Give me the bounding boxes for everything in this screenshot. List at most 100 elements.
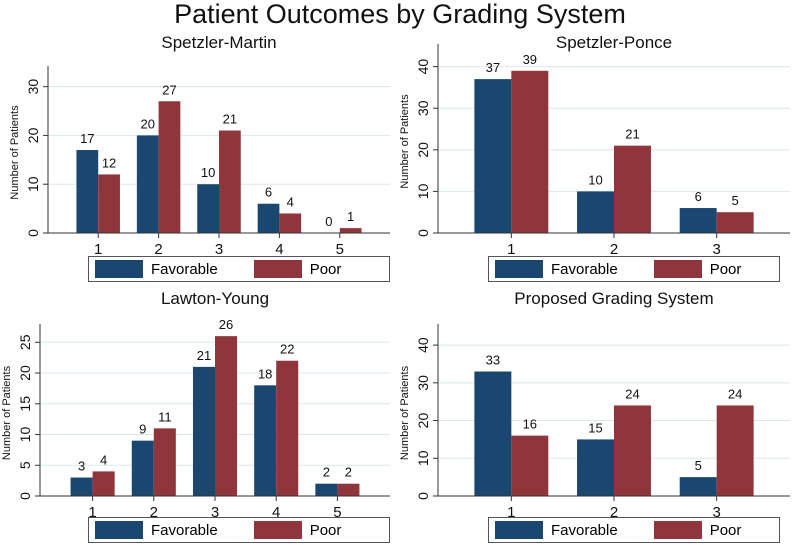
bar-favorable — [474, 371, 512, 496]
legend-swatch-favorable — [495, 260, 543, 278]
y-tick-label: 0 — [17, 492, 33, 500]
data-label: 9 — [139, 422, 146, 437]
data-label: 4 — [287, 194, 294, 209]
bar-poor — [279, 213, 302, 233]
x-tick-label: 3 — [211, 504, 219, 521]
bar-favorable — [577, 191, 614, 233]
data-label: 21 — [197, 348, 211, 363]
y-tick-label: 0 — [25, 229, 41, 237]
data-label: 20 — [140, 116, 154, 131]
legend-label: Poor — [709, 260, 742, 278]
x-tick-label: 1 — [94, 241, 102, 258]
data-label: 12 — [102, 155, 116, 170]
bar-poor — [614, 145, 651, 233]
y-axis-label: Number of Patients — [399, 94, 411, 189]
legend: Favorable Poor — [488, 517, 780, 543]
data-label: 24 — [625, 386, 639, 401]
legend-swatch-favorable — [495, 521, 543, 539]
panel-title: Spetzler-Ponce — [556, 33, 672, 52]
x-tick-label: 1 — [507, 241, 515, 258]
data-label: 15 — [588, 420, 602, 435]
data-label: 18 — [258, 366, 272, 381]
data-label: 21 — [625, 127, 639, 142]
data-label: 37 — [486, 60, 500, 75]
x-tick-label: 4 — [272, 504, 280, 521]
bar-favorable — [76, 150, 99, 233]
legend-swatch-poor — [253, 260, 302, 278]
y-tick-label: 10 — [17, 427, 33, 443]
y-tick-label: 20 — [25, 127, 41, 143]
y-tick-label: 20 — [415, 142, 431, 158]
data-label: 26 — [219, 317, 233, 332]
panel-title: Spetzler-Martin — [161, 33, 276, 52]
data-label: 10 — [201, 165, 215, 180]
panel-title: Proposed Grading System — [514, 289, 713, 308]
x-tick-label: 2 — [150, 504, 158, 521]
bar-poor — [92, 471, 115, 496]
bar-favorable — [577, 439, 614, 496]
y-axis-label: Number of Patients — [399, 365, 411, 460]
bar-favorable — [679, 208, 717, 233]
data-label: 17 — [80, 131, 94, 146]
y-axis-label: Number of Patients — [9, 105, 21, 200]
bar-poor — [614, 405, 651, 496]
chart-title: Patient Outcomes by Grading System — [174, 0, 626, 29]
x-tick-label: 2 — [610, 241, 618, 258]
y-tick-label: 30 — [25, 79, 41, 95]
bar-favorable — [131, 440, 154, 496]
legend-swatch-poor — [653, 521, 702, 539]
y-tick-label: 20 — [17, 365, 33, 381]
legend-swatch-poor — [253, 521, 302, 539]
data-label: 2 — [323, 465, 330, 480]
y-tick-label: 30 — [415, 100, 431, 116]
bar-poor — [339, 228, 362, 233]
bar-poor — [511, 70, 549, 233]
bar-poor — [716, 212, 754, 233]
bar-poor — [276, 360, 299, 496]
y-tick-label: 0 — [415, 229, 431, 237]
data-label: 21 — [223, 112, 237, 127]
data-label: 5 — [695, 458, 702, 473]
bar-favorable — [192, 366, 215, 496]
y-tick-label: 30 — [415, 375, 431, 391]
data-label: 22 — [280, 342, 294, 357]
legend: Favorable Poor — [88, 517, 390, 543]
legend-swatch-poor — [653, 260, 702, 278]
legend-label: Favorable — [151, 521, 218, 539]
x-tick-label: 2 — [610, 504, 618, 521]
bar-poor — [153, 428, 176, 496]
bar-favorable — [197, 184, 219, 233]
x-tick-label: 3 — [712, 504, 720, 521]
legend-label: Poor — [709, 521, 742, 539]
bar-poor — [219, 130, 241, 233]
bar-favorable — [679, 477, 717, 496]
bar-poor — [511, 435, 549, 496]
legend: Favorable Poor — [88, 256, 390, 282]
x-tick-label: 3 — [215, 241, 223, 258]
legend-swatch-favorable — [95, 260, 143, 278]
bar-favorable — [254, 385, 277, 496]
y-axis-label: Number of Patients — [1, 365, 13, 460]
data-label: 39 — [523, 52, 537, 67]
y-tick-label: 10 — [25, 176, 41, 192]
legend: Favorable Poor — [488, 256, 780, 282]
bar-favorable — [136, 135, 159, 233]
data-label: 0 — [325, 214, 332, 229]
bar-favorable — [474, 79, 512, 233]
x-tick-label: 1 — [507, 504, 515, 521]
x-tick-label: 5 — [336, 241, 344, 258]
bar-favorable — [257, 203, 280, 233]
y-tick-label: 10 — [415, 183, 431, 199]
data-label: 24 — [728, 386, 742, 401]
data-label: 1 — [347, 209, 354, 224]
y-tick-label: 40 — [415, 59, 431, 75]
bar-favorable — [315, 483, 338, 496]
bar-poor — [158, 101, 181, 233]
legend-label: Favorable — [551, 521, 618, 539]
legend-label: Poor — [309, 521, 342, 539]
x-tick-label: 4 — [275, 241, 283, 258]
data-label: 16 — [523, 417, 537, 432]
y-tick-label: 40 — [415, 337, 431, 353]
